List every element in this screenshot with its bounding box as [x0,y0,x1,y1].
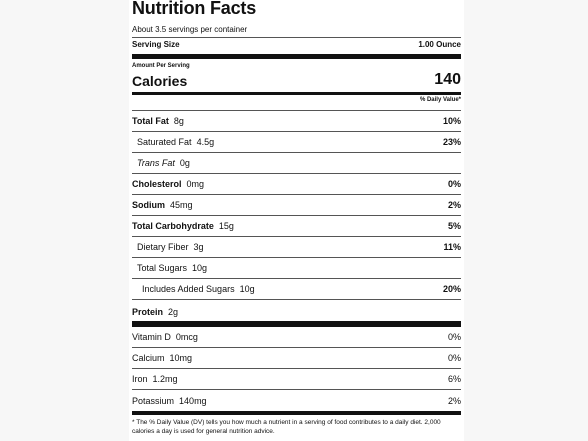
nutrient-amount: 10g [192,263,208,273]
nutrition-facts-label: Nutrition Facts About 3.5 servings per c… [129,0,464,441]
servings-per-container: About 3.5 servings per container [132,25,248,34]
nutrient-amount: 45mg [170,200,193,210]
vitamin-dv: 0% [447,353,461,363]
vitamin-row-calcium: Calcium 10mg 0% [132,348,461,369]
nutrient-row-total-sugars: Total Sugars 10g [132,258,461,279]
calories-row: Calories 140 [132,71,461,89]
nutrient-name: Saturated Fat [137,137,192,147]
nutrient-amount: 15g [218,221,234,231]
calories-label: Calories [132,73,188,89]
left-gutter [0,0,129,441]
nutrient-row-saturated-fat: Saturated Fat 4.5g 23% [132,132,461,153]
label-title: Nutrition Facts [132,0,257,18]
nutrient-row-dietary-fiber: Dietary Fiber 3g 11% [132,237,461,258]
nutrient-row-total-carbohydrate: Total Carbohydrate 15g 5% [132,216,461,237]
vitamin-amount: 10mg [169,353,193,363]
nutrient-name: Protein [132,306,164,317]
vitamin-row-potassium: Potassium 140mg 2% [132,390,461,411]
nutrient-row-trans-fat: Trans Fat 0g [132,153,461,174]
vitamin-name: Vitamin D [132,332,171,342]
nutrient-row-protein: Protein 2g [132,301,461,322]
nutrient-name: Sodium [132,200,165,210]
amount-per-serving: Amount Per Serving [132,63,190,69]
nutrient-name: Total Fat [132,116,169,126]
medium-divider [132,411,461,415]
vitamin-amount: 1.2mg [152,374,178,384]
vitamin-amount: 0mcg [175,332,198,342]
nutrient-dv: 5% [447,221,461,231]
nutrient-name: Total Sugars [137,263,188,273]
nutrient-amount: 0g [179,158,190,168]
nutrient-name: Fat [161,158,175,168]
nutrient-name: Cholesterol [132,179,182,189]
calories-value: 140 [434,71,461,88]
nutrient-dv: 2% [447,200,461,210]
nutrient-amount: 4.5g [196,137,215,147]
label-content: Nutrition Facts About 3.5 servings per c… [132,0,461,441]
nutrient-amount: 0mg [186,179,205,189]
nutrient-row-added-sugars: Includes Added Sugars 10g 20% [132,279,461,300]
vitamin-dv: 0% [447,332,461,342]
divider [132,110,461,111]
thick-divider [132,54,461,59]
nutrient-amount: 2g [168,306,179,317]
daily-value-header: % Daily Value* [419,97,461,103]
divider [132,37,461,38]
vitamin-row-iron: Iron 1.2mg 6% [132,369,461,390]
right-gutter [464,0,588,441]
nutrient-dv: 0% [447,179,461,189]
nutrient-name: Dietary Fiber [137,242,189,252]
daily-value-footnote: * The % Daily Value (DV) tells you how m… [132,419,441,435]
nutrient-row-cholesterol: Cholesterol 0mg 0% [132,174,461,195]
vitamin-row-vitamin-d: Vitamin D 0mcg 0% [132,327,461,348]
nutrient-dv: 11% [443,242,461,252]
medium-divider [132,92,461,95]
vitamin-name: Potassium [132,395,175,406]
nutrient-dv: 10% [442,116,461,126]
vitamin-dv: 2% [447,395,461,406]
vitamin-name: Iron [132,374,148,384]
serving-size-row: Serving Size 1.00 Ounce [132,40,461,49]
serving-size-value: 1.00 Ounce [418,40,461,49]
nutrient-dv: 23% [442,137,461,147]
vitamin-dv: 6% [447,374,461,384]
nutrient-amount: 3g [193,242,204,252]
nutrient-amount: 10g [239,284,255,294]
nutrient-name-italic: Trans [137,158,160,168]
vitamin-name: Calcium [132,353,165,363]
nutrient-row-sodium: Sodium 45mg 2% [132,195,461,216]
nutrient-name: Total Carbohydrate [132,221,214,231]
nutrient-row-total-fat: Total Fat 8g 10% [132,111,461,132]
vitamin-amount: 140mg [179,395,207,406]
thick-divider [132,321,461,327]
nutrient-amount: 8g [173,116,184,126]
nutrient-dv: 20% [442,284,461,294]
serving-size-label: Serving Size [132,40,180,49]
nutrient-name: Includes Added Sugars [142,284,235,294]
